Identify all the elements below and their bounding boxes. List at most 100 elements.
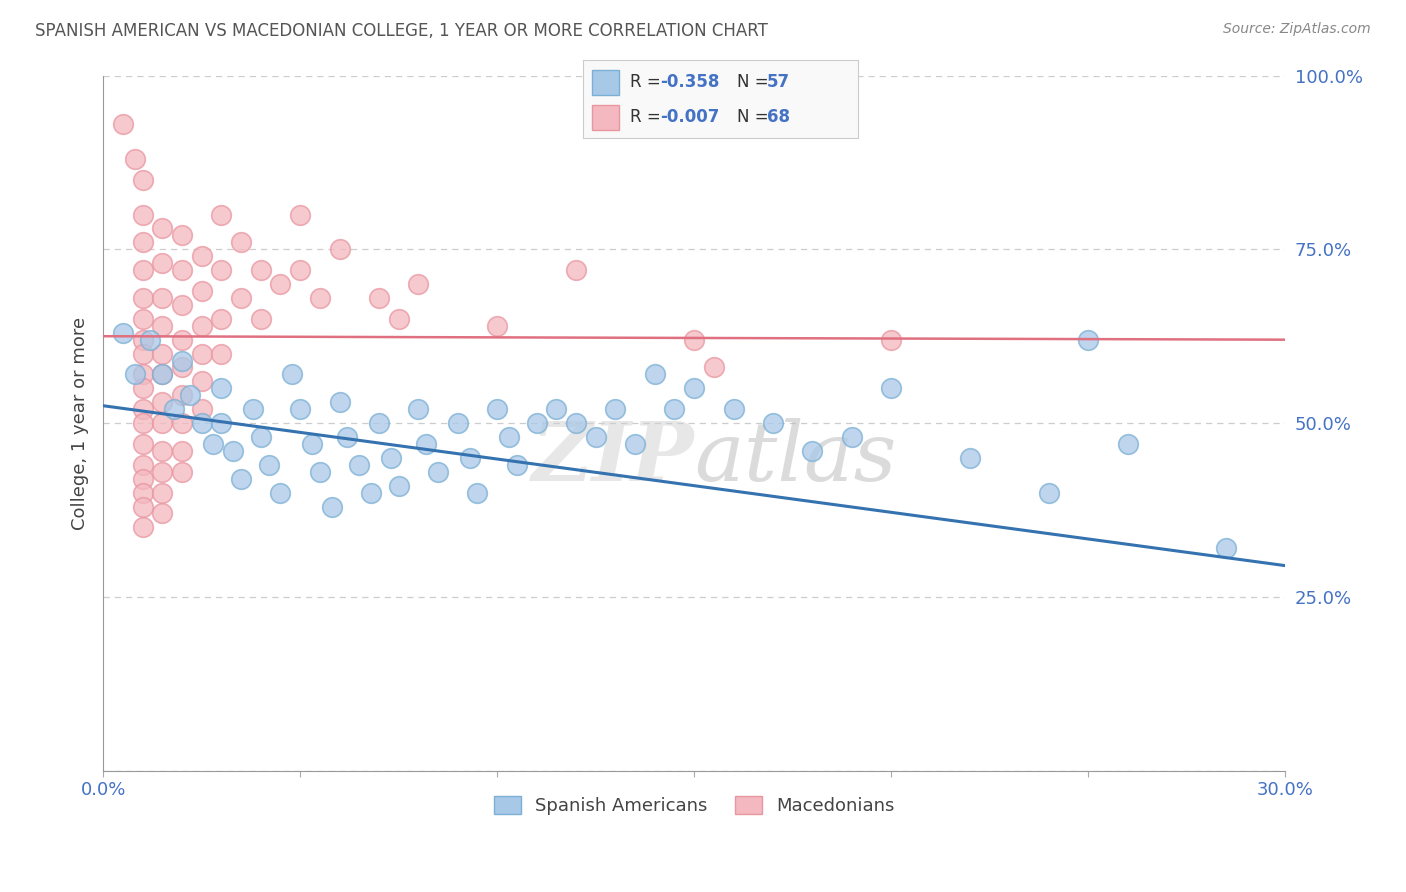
Text: SPANISH AMERICAN VS MACEDONIAN COLLEGE, 1 YEAR OR MORE CORRELATION CHART: SPANISH AMERICAN VS MACEDONIAN COLLEGE, … [35, 22, 768, 40]
Legend: Spanish Americans, Macedonians: Spanish Americans, Macedonians [485, 787, 904, 824]
Point [179, 388, 201, 402]
Point [190, 402, 212, 417]
Point [150, 395, 173, 409]
Point [467, 485, 489, 500]
Point [229, 472, 252, 486]
Point [229, 235, 252, 250]
Point [249, 430, 271, 444]
Point [131, 291, 153, 305]
Point [703, 360, 725, 375]
Bar [592, 105, 619, 130]
Point [415, 437, 437, 451]
Point [762, 416, 785, 430]
Point [321, 500, 343, 514]
Point [368, 291, 391, 305]
Point [801, 444, 824, 458]
Point [281, 368, 304, 382]
Point [131, 500, 153, 514]
Point [880, 333, 903, 347]
Point [1116, 437, 1139, 451]
Point [308, 291, 330, 305]
Point [209, 346, 232, 360]
Point [209, 263, 232, 277]
Point [624, 437, 647, 451]
Point [170, 263, 193, 277]
Point [150, 416, 173, 430]
Point [288, 263, 311, 277]
Point [486, 318, 509, 333]
Point [605, 402, 627, 417]
Point [349, 458, 371, 472]
Point [131, 416, 153, 430]
Point [368, 416, 391, 430]
Point [209, 381, 232, 395]
Text: R =: R = [630, 108, 666, 126]
Point [1077, 333, 1099, 347]
Point [288, 402, 311, 417]
Point [328, 395, 350, 409]
Point [111, 117, 134, 131]
Point [380, 450, 402, 465]
Point [131, 472, 153, 486]
Text: 68: 68 [768, 108, 790, 126]
Point [360, 485, 382, 500]
Point [229, 291, 252, 305]
Point [408, 402, 430, 417]
Point [388, 311, 411, 326]
Y-axis label: College, 1 year or more: College, 1 year or more [72, 317, 89, 530]
Point [458, 450, 481, 465]
Point [150, 368, 173, 382]
Point [131, 346, 153, 360]
Point [257, 458, 280, 472]
Point [131, 311, 153, 326]
Point [301, 437, 323, 451]
Point [170, 333, 193, 347]
Point [170, 416, 193, 430]
Text: N =: N = [737, 73, 773, 91]
Point [209, 416, 232, 430]
Point [131, 368, 153, 382]
Point [328, 242, 350, 256]
Point [170, 298, 193, 312]
Point [124, 152, 146, 166]
Point [150, 221, 173, 235]
Point [209, 311, 232, 326]
Point [486, 402, 509, 417]
Text: N =: N = [737, 108, 773, 126]
Point [209, 208, 232, 222]
Point [131, 520, 153, 534]
Point [170, 228, 193, 243]
Point [506, 458, 529, 472]
Point [131, 235, 153, 250]
Point [269, 277, 291, 291]
Point [498, 430, 520, 444]
Text: ZIP: ZIP [531, 417, 695, 498]
Point [131, 381, 153, 395]
Point [408, 277, 430, 291]
Text: R =: R = [630, 73, 666, 91]
Point [170, 465, 193, 479]
Point [388, 478, 411, 492]
Point [131, 458, 153, 472]
Point [190, 416, 212, 430]
Point [170, 388, 193, 402]
Point [249, 263, 271, 277]
Point [723, 402, 745, 417]
Point [565, 263, 588, 277]
Point [131, 437, 153, 451]
Point [150, 465, 173, 479]
Point [150, 346, 173, 360]
Point [150, 291, 173, 305]
Point [190, 318, 212, 333]
Point [644, 368, 666, 382]
Point [163, 402, 186, 417]
Text: -0.007: -0.007 [661, 108, 720, 126]
Point [841, 430, 863, 444]
Point [131, 173, 153, 187]
Point [124, 368, 146, 382]
Point [131, 485, 153, 500]
Point [150, 318, 173, 333]
Point [190, 375, 212, 389]
Point [190, 284, 212, 298]
Point [131, 208, 153, 222]
